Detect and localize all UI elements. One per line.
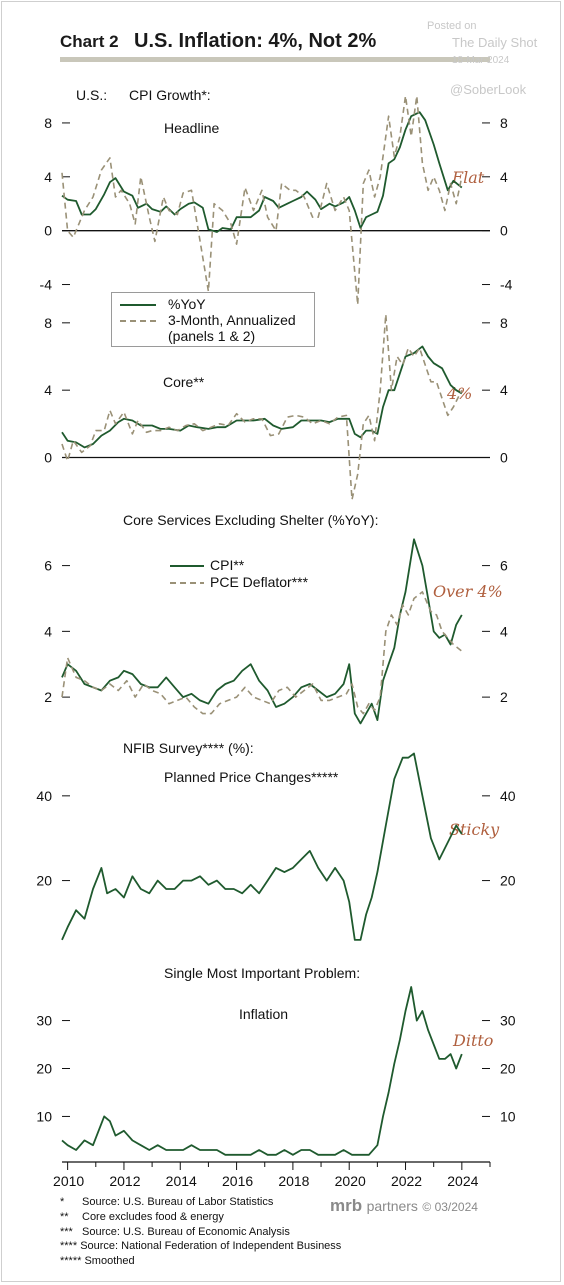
panel4-ytick-label-right: 20	[500, 873, 516, 889]
panel3-series-solid-line	[61, 538, 463, 725]
panel4-ytick-label-left: 20	[36, 873, 52, 889]
logo-mrb: mrb	[330, 1196, 363, 1215]
legend-entry-note: (panels 1 & 2)	[168, 328, 256, 344]
panel3-ytick-label-right: 6	[500, 558, 508, 574]
panel1-ytick-label-left: 8	[44, 115, 52, 131]
x-tick-label: 2014	[166, 1173, 197, 1189]
panel1-group-label: U.S.:	[76, 87, 108, 103]
legend-cpi: %YoY 3-Month, Annualized (panels 1 & 2)	[111, 292, 315, 347]
footnote-3: *** Source: U.S. Bureau of Economic Analy…	[60, 1226, 290, 1238]
panel5-subtitle: Inflation	[239, 1006, 289, 1022]
panel3-ytick-label-left: 4	[44, 623, 52, 639]
watermark-date: 18-Mar-2024	[452, 55, 510, 66]
legend-services: CPI** PCE Deflator***	[168, 557, 338, 593]
footnote-1: * Source: U.S. Bureau of Labor Statistics	[60, 1196, 273, 1208]
footnote-5-mark: *****	[60, 1255, 82, 1267]
footnote-4-text: Source: National Federation of Independe…	[80, 1240, 342, 1252]
panel3-ytick-label-left: 2	[44, 689, 52, 705]
logo-partners: partners	[366, 1198, 418, 1214]
footnote-1-text: Source: U.S. Bureau of Labor Statistics	[82, 1196, 274, 1208]
panel5-ytick-label-left: 10	[36, 1108, 52, 1124]
panel1-title: CPI Growth*:	[129, 87, 211, 103]
panel1-ytick-label-right: 4	[500, 169, 508, 185]
x-tick-label: 2012	[109, 1173, 140, 1189]
panel5-title: Single Most Important Problem:	[164, 965, 361, 981]
panel2-subtitle: Core**	[163, 374, 205, 390]
mrb-logo: mrb partners © 03/2024	[330, 1196, 478, 1216]
panel3-annotation: Over 4%	[433, 582, 503, 601]
panel1-subtitle: Headline	[164, 120, 220, 136]
panel2-ytick-label-left: 0	[44, 450, 52, 466]
panel5-ytick-label-right: 20	[500, 1061, 516, 1077]
legend-entry-3m: 3-Month, Annualized	[168, 312, 296, 328]
title-rule	[60, 57, 490, 62]
footnote-5: ***** Smoothed	[60, 1255, 135, 1267]
x-tick-label: 2024	[447, 1173, 478, 1189]
x-tick-label: 2022	[391, 1173, 422, 1189]
watermark-handle: @SoberLook	[450, 82, 527, 97]
logo-copyright: © 03/2024	[422, 1200, 478, 1214]
panel4-title: NFIB Survey**** (%):	[123, 740, 254, 756]
panel2-series-solid-line	[61, 345, 463, 449]
panel1-ytick-label-right: -4	[500, 277, 513, 293]
legend-entry-pce: PCE Deflator***	[210, 574, 309, 590]
panel2-ytick-label-right: 8	[500, 315, 508, 331]
footnote-5-text: Smoothed	[84, 1255, 135, 1267]
legend-entry-yoy: %YoY	[168, 296, 206, 312]
panel4-annotation: Sticky	[449, 820, 500, 839]
footnote-1-mark: *	[60, 1196, 65, 1208]
legend-entry-cpi: CPI**	[210, 557, 245, 573]
watermark-source: The Daily Shot	[452, 35, 538, 50]
x-tick-label: 2016	[222, 1173, 253, 1189]
panel2-series-dashed-line	[61, 313, 463, 501]
panel2-ytick-label-left: 4	[44, 382, 52, 398]
panel1-ytick-label-left: -4	[40, 277, 53, 293]
panel5-ytick-label-left: 30	[36, 1013, 52, 1029]
panel4-series-solid-line	[61, 752, 463, 941]
panel2-ytick-label-right: 4	[500, 382, 508, 398]
panel3-series-dashed-line	[61, 591, 463, 715]
panel1-series-dashed-line	[61, 95, 463, 306]
chart-number: Chart 2	[60, 32, 119, 51]
panel2-ytick-label-right: 0	[500, 450, 508, 466]
watermark-posted: Posted on	[427, 20, 477, 32]
footnote-4-mark: ****	[60, 1240, 78, 1252]
panel4-ytick-label-left: 40	[36, 788, 52, 804]
panel1-ytick-label-right: 8	[500, 115, 508, 131]
panel3-title: Core Services Excluding Shelter (%YoY):	[123, 512, 379, 528]
footnote-2: ** Core excludes food & energy	[60, 1211, 224, 1223]
x-tick-label: 2010	[53, 1173, 84, 1189]
footnote-4: **** Source: National Federation of Inde…	[60, 1240, 341, 1252]
panel3-ytick-label-left: 6	[44, 558, 52, 574]
panel5-series-solid-line	[61, 986, 463, 1156]
footnote-3-text: Source: U.S. Bureau of Economic Analysis	[82, 1226, 290, 1238]
chart-title: U.S. Inflation: 4%, Not 2%	[134, 30, 377, 52]
panel2-ytick-label-left: 8	[44, 315, 52, 331]
panel5-ytick-label-right: 10	[500, 1108, 516, 1124]
x-tick-label: 2020	[335, 1173, 366, 1189]
x-tick-label: 2018	[278, 1173, 309, 1189]
panel1-series-solid-line	[61, 111, 463, 233]
panel5-ytick-label-left: 20	[36, 1061, 52, 1077]
panel5-annotation: Ditto	[453, 1031, 494, 1050]
footnote-2-text: Core excludes food & energy	[82, 1211, 224, 1223]
panel5-ytick-label-right: 30	[500, 1013, 516, 1029]
panel3-ytick-label-right: 2	[500, 689, 508, 705]
panel1-ytick-label-left: 0	[44, 223, 52, 239]
footnote-2-mark: **	[60, 1211, 69, 1223]
panel3-ytick-label-right: 4	[500, 623, 508, 639]
panel1-ytick-label-right: 0	[500, 223, 508, 239]
panel4-ytick-label-right: 40	[500, 788, 516, 804]
panel4-subtitle: Planned Price Changes*****	[164, 769, 339, 785]
panel1-ytick-label-left: 4	[44, 169, 52, 185]
footnote-3-mark: ***	[60, 1226, 73, 1238]
